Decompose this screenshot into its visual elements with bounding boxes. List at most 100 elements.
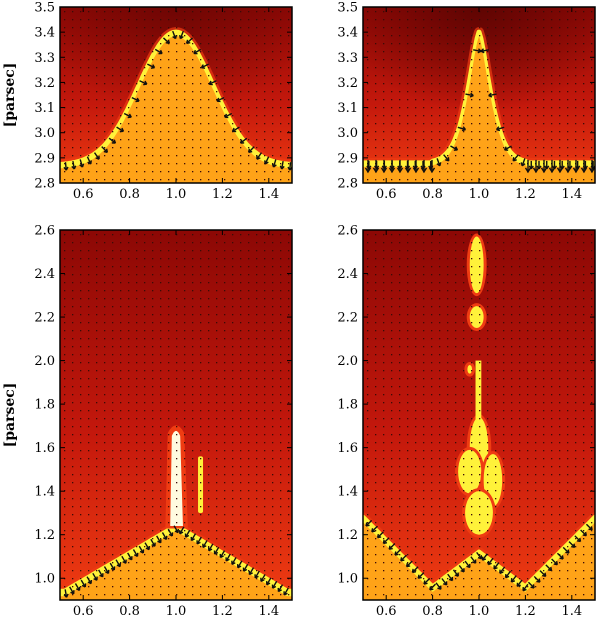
grid-dot	[375, 83, 377, 85]
grid-dot	[248, 123, 250, 125]
grid-dot	[144, 418, 146, 420]
grid-dot	[88, 538, 90, 540]
grid-dot	[407, 99, 409, 101]
grid-dot	[511, 442, 513, 444]
grid-dot	[383, 274, 385, 276]
grid-dot	[559, 482, 561, 484]
grid-dot	[144, 67, 146, 69]
grid-dot	[439, 35, 441, 37]
grid-dot	[120, 75, 122, 77]
grid-dot	[567, 418, 569, 420]
grid-dot	[431, 115, 433, 117]
grid-dot	[479, 242, 481, 244]
grid-dot	[567, 578, 569, 580]
grid-dot	[240, 546, 242, 548]
grid-dot	[559, 35, 561, 37]
grid-dot	[208, 306, 210, 308]
grid-dot	[240, 67, 242, 69]
grid-dot	[64, 179, 66, 181]
grid-dot	[551, 410, 553, 412]
grid-dot	[487, 434, 489, 436]
grid-dot	[192, 298, 194, 300]
grid-dot	[104, 115, 106, 117]
grid-dot	[168, 234, 170, 236]
grid-dot	[240, 83, 242, 85]
arrow-head	[79, 163, 85, 168]
grid-dot	[272, 530, 274, 532]
grid-dot	[367, 242, 369, 244]
grid-dot	[248, 91, 250, 93]
grid-dot	[399, 11, 401, 13]
grid-dot	[415, 402, 417, 404]
grid-dot	[216, 450, 218, 452]
arrow-head	[143, 80, 148, 86]
grid-dot	[439, 482, 441, 484]
grid-dot	[248, 570, 250, 572]
grid-dot	[256, 115, 258, 117]
grid-dot	[375, 314, 377, 316]
grid-dot	[415, 538, 417, 540]
grid-dot	[503, 274, 505, 276]
grid-dot	[184, 258, 186, 260]
grid-dot	[567, 482, 569, 484]
grid-dot	[120, 490, 122, 492]
grid-dot	[391, 386, 393, 388]
grid-dot	[551, 274, 553, 276]
grid-dot	[288, 99, 290, 101]
grid-dot	[272, 498, 274, 500]
grid-dot	[136, 570, 138, 572]
grid-dot	[583, 75, 585, 77]
grid-dot	[64, 91, 66, 93]
arrow-head	[512, 157, 517, 162]
arrow	[436, 158, 441, 167]
arrow-head	[271, 163, 277, 168]
grid-dot	[511, 59, 513, 61]
grid-dot	[264, 274, 266, 276]
arrow	[186, 37, 194, 44]
grid-dot	[120, 466, 122, 468]
grid-dot	[176, 163, 178, 165]
grid-dot	[527, 490, 529, 492]
grid-dot	[240, 426, 242, 428]
grid-dot	[104, 346, 106, 348]
y-tick-label: 2.4	[337, 267, 358, 282]
grid-dot	[224, 570, 226, 572]
grid-dot	[248, 131, 250, 133]
grid-dot	[248, 67, 250, 69]
grid-dot	[96, 163, 98, 165]
grid-dot	[208, 490, 210, 492]
grid-dot	[144, 314, 146, 316]
grid-dot	[248, 179, 250, 181]
grid-dot	[503, 131, 505, 133]
grid-dot	[495, 306, 497, 308]
grid-dot	[96, 266, 98, 268]
grid-dot	[471, 266, 473, 268]
grid-dot	[391, 346, 393, 348]
grid-dot	[64, 562, 66, 564]
grid-dot	[431, 67, 433, 69]
grid-dot	[168, 442, 170, 444]
grid-dot	[80, 394, 82, 396]
grid-dot	[152, 362, 154, 364]
grid-dot	[112, 298, 114, 300]
grid-dot	[168, 171, 170, 173]
grid-dot	[144, 498, 146, 500]
grid-dot	[383, 115, 385, 117]
grid-dot	[511, 83, 513, 85]
grid-dot	[559, 578, 561, 580]
grid-dot	[551, 59, 553, 61]
grid-dot	[447, 514, 449, 516]
grid-dot	[80, 370, 82, 372]
grid-dot	[128, 330, 130, 332]
grid-dot	[455, 402, 457, 404]
grid-dot	[391, 234, 393, 236]
arrow-head	[213, 550, 219, 555]
grid-dot	[280, 75, 282, 77]
grid-dot	[96, 242, 98, 244]
grid-dot	[192, 314, 194, 316]
grid-dot	[383, 402, 385, 404]
grid-dot	[575, 298, 577, 300]
grid-dot	[551, 11, 553, 13]
grid-dot	[455, 298, 457, 300]
grid-dot	[423, 290, 425, 292]
